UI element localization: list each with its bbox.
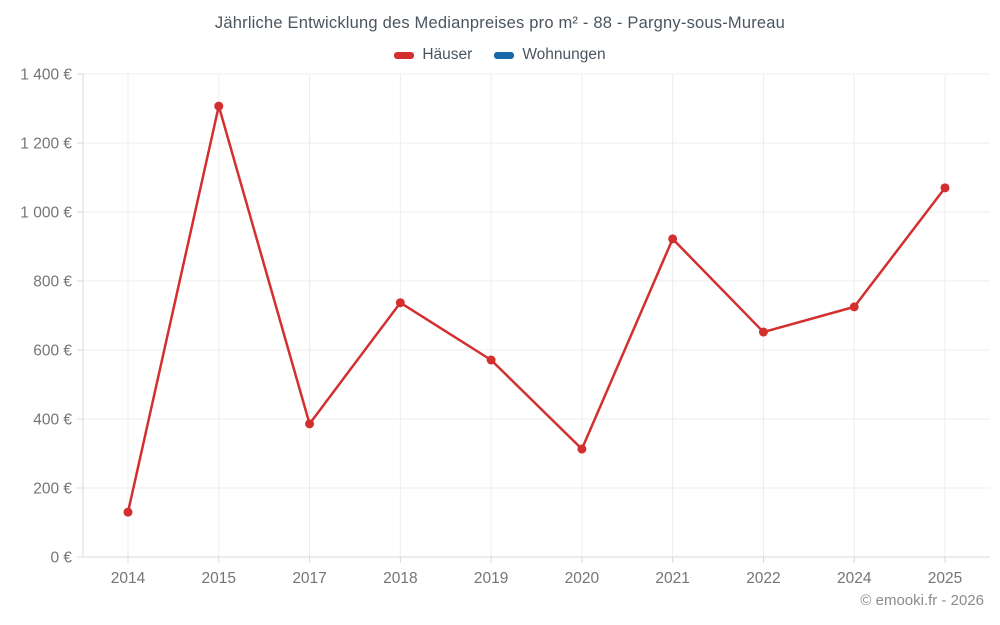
- data-point[interactable]: [123, 507, 133, 517]
- page-title: Jährliche Entwicklung des Medianpreises …: [214, 14, 786, 32]
- data-point[interactable]: [395, 298, 405, 308]
- y-axis-label: 1 400 €: [20, 67, 72, 84]
- y-axis-label: 1 000 €: [20, 205, 72, 222]
- y-axis-label: 0 €: [50, 550, 72, 567]
- data-point[interactable]: [668, 234, 678, 244]
- x-axis-label: 2017: [292, 570, 326, 587]
- y-axis-label: 600 €: [33, 343, 72, 360]
- data-point[interactable]: [849, 302, 859, 312]
- data-point[interactable]: [940, 183, 950, 193]
- x-axis-label: 2022: [746, 570, 780, 587]
- data-point[interactable]: [758, 327, 768, 337]
- x-axis-label: 2018: [383, 570, 417, 587]
- haeuser-series-swatch-icon: [394, 51, 415, 59]
- series-line: [126, 104, 947, 514]
- data-point[interactable]: [214, 101, 224, 111]
- y-axis-label: 1 200 €: [20, 136, 72, 153]
- chart-legend: Häuser Wohnungen: [0, 46, 1000, 64]
- legend-label: Wohnungen: [522, 46, 606, 63]
- data-point[interactable]: [305, 419, 315, 429]
- x-axis-label: 2024: [837, 570, 872, 587]
- legend-item-wohnungen[interactable]: Wohnungen: [494, 46, 606, 64]
- legend-label: Häuser: [422, 46, 473, 63]
- x-axis-label: 2021: [655, 570, 689, 587]
- y-axis-label: 400 €: [33, 412, 72, 429]
- y-axis-label: 200 €: [33, 481, 72, 498]
- y-axis-label: 800 €: [33, 274, 72, 291]
- wohnungen-series-swatch-icon: [494, 51, 515, 59]
- x-axis-label: 2019: [474, 570, 508, 587]
- data-point[interactable]: [577, 444, 587, 454]
- x-axis-label: 2015: [202, 570, 236, 587]
- data-point[interactable]: [486, 355, 496, 365]
- x-axis-label: 2025: [928, 570, 962, 587]
- x-axis-label: 2014: [111, 570, 146, 587]
- copyright-footer: © emooki.fr - 2026: [860, 592, 984, 609]
- legend-item-haeuser[interactable]: Häuser: [394, 46, 472, 64]
- x-axis-label: 2020: [565, 570, 600, 587]
